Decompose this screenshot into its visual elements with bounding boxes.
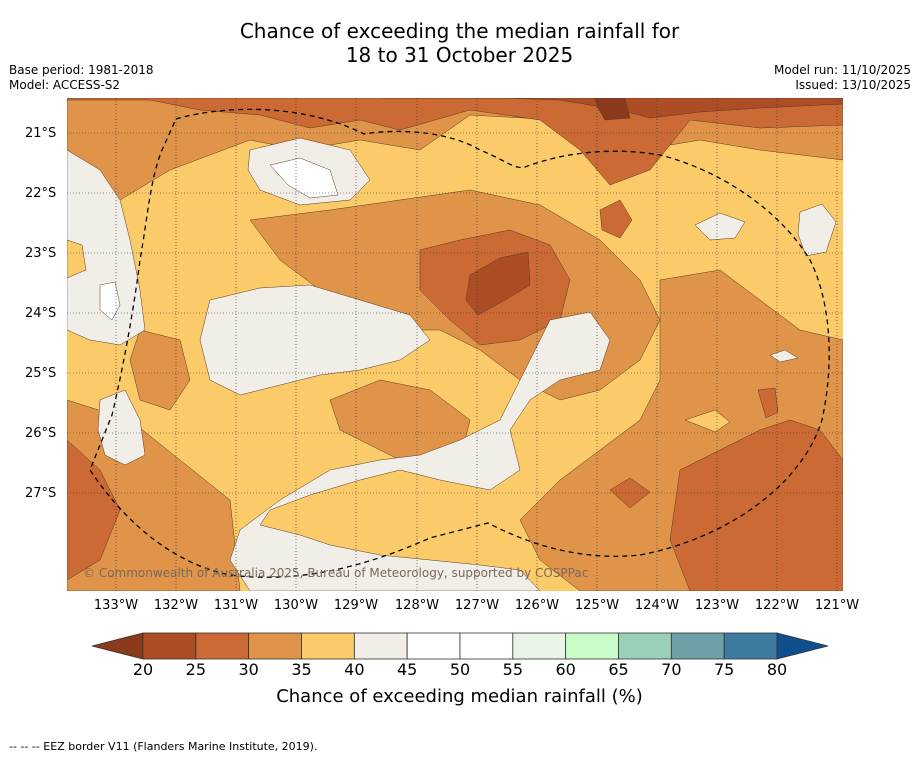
lat-label: 21°S: [25, 126, 57, 141]
contour-40-45: [67, 239, 87, 279]
map-title-line2: 18 to 31 October 2025: [345, 43, 574, 67]
eez-border: [89, 108, 830, 578]
lon-label: 126°W: [514, 598, 560, 613]
lon-label: 121°W: [814, 598, 860, 613]
lat-label: 27°S: [25, 486, 57, 501]
lon-label: 131°W: [213, 598, 259, 613]
lon-label: 127°W: [454, 598, 500, 613]
lon-label: 124°W: [634, 598, 680, 613]
lon-label: 133°W: [93, 598, 139, 613]
contour-25-30: [599, 199, 633, 239]
contour-40-45: [99, 281, 121, 321]
map-title-line1: Chance of exceeding the median rainfall …: [239, 19, 680, 43]
colorbar-tick-label: 25: [185, 660, 207, 679]
contour-40-45: [229, 311, 611, 591]
eez-footnote: -- -- -- EEZ border V11 (Flanders Marine…: [9, 740, 318, 753]
model-name: Model: ACCESS-S2: [9, 78, 121, 92]
colorbar-segment: [142, 632, 197, 660]
colorbar-high-extension: [776, 632, 829, 660]
contour-40-45: [757, 387, 779, 419]
colorbar-segment: [301, 632, 355, 660]
lon-label: 132°W: [153, 598, 199, 613]
contour-40-45: [97, 389, 146, 466]
colorbar-segment: [406, 632, 461, 660]
contour-20-25: [594, 98, 631, 121]
colorbar-segment: [248, 632, 302, 660]
contour-40-45: [684, 409, 731, 433]
lat-label: 25°S: [25, 366, 57, 381]
meta-right: Model run: 11/10/2025 Issued: 13/10/2025: [774, 63, 911, 93]
lon-label: 123°W: [694, 598, 740, 613]
colorbar-segment: [565, 632, 619, 660]
copyright-notice: © Commonwealth of Australia 2025, Bureau…: [83, 566, 589, 580]
colorbar-tick-label: 70: [661, 660, 682, 679]
base-period: Base period: 1981-2018: [9, 63, 154, 77]
colorbar-segment: [512, 632, 567, 660]
colorbar-segment: [723, 632, 778, 660]
colorbar-segment: [618, 632, 672, 660]
lon-label: 122°W: [754, 598, 800, 613]
contour-40-45: [67, 149, 146, 346]
colorbar-low-extension: [91, 632, 144, 660]
colorbar-tick-label: 60: [555, 660, 576, 679]
meta-left: Base period: 1981-2018 Model: ACCESS-S2: [9, 63, 154, 93]
colorbar-tick-label: 35: [291, 660, 312, 679]
lon-label: 125°W: [574, 598, 620, 613]
contour-40-45: [269, 157, 339, 199]
colorbar-tick-label: 65: [608, 660, 629, 679]
colorbar-tick-label: 75: [713, 660, 735, 679]
lon-label: 130°W: [273, 598, 319, 613]
colorbar-segment: [670, 632, 725, 660]
contour-fields: [67, 98, 843, 591]
lat-label: 24°S: [25, 306, 57, 321]
contour-25-30: [67, 439, 121, 581]
colorbar-segment: [353, 632, 408, 660]
colorbar-tick-label: 30: [238, 660, 259, 679]
lat-label: 22°S: [25, 186, 57, 201]
colorbar: [91, 632, 829, 660]
lon-label: 128°W: [394, 598, 440, 613]
lat-label: 26°S: [25, 426, 57, 441]
colorbar-tick-label: 55: [502, 660, 524, 679]
lat-label: 23°S: [25, 246, 57, 261]
colorbar-tick-label: 50: [449, 660, 471, 679]
colorbar-segment: [459, 632, 514, 660]
contour-30-35: [129, 329, 191, 411]
contour-40-45: [199, 284, 431, 396]
contour-25-30: [67, 98, 843, 186]
colorbar-tick-label: 45: [396, 660, 418, 679]
gridlines: [67, 98, 843, 591]
issued-date: Issued: 13/10/2025: [795, 78, 911, 92]
colorbar-tick-label: 80: [766, 660, 788, 679]
colorbar-title: Chance of exceeding median rainfall (%): [276, 686, 643, 707]
contour-40-45: [694, 212, 746, 241]
contour-40-45: [797, 203, 837, 257]
colorbar-tick-label: 40: [344, 660, 365, 679]
colorbar-tick-label: 20: [132, 660, 154, 679]
contour-25-30: [609, 477, 651, 509]
colorbar-segment: [195, 632, 250, 660]
lon-label: 129°W: [333, 598, 379, 613]
model-run: Model run: 11/10/2025: [773, 63, 911, 77]
contour-20-25: [465, 251, 531, 316]
